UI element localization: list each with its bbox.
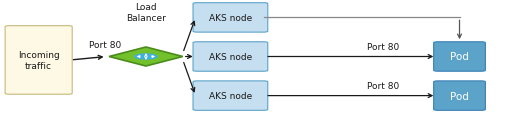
Text: Port 80: Port 80 [367, 43, 399, 52]
Text: Pod: Pod [450, 91, 469, 101]
FancyBboxPatch shape [434, 81, 485, 110]
FancyBboxPatch shape [193, 4, 268, 33]
Text: Port 80: Port 80 [89, 41, 121, 50]
Text: AKS node: AKS node [209, 91, 252, 100]
Polygon shape [109, 48, 183, 66]
FancyBboxPatch shape [193, 81, 268, 110]
Text: Pod: Pod [450, 52, 469, 62]
FancyBboxPatch shape [193, 42, 268, 72]
Text: Incoming
traffic: Incoming traffic [18, 51, 59, 70]
Text: Port 80: Port 80 [367, 82, 399, 91]
Text: AKS node: AKS node [209, 53, 252, 61]
FancyBboxPatch shape [5, 26, 72, 94]
FancyBboxPatch shape [434, 42, 485, 72]
Circle shape [135, 54, 157, 60]
Text: AKS node: AKS node [209, 14, 252, 23]
Text: Load
Balancer: Load Balancer [126, 3, 166, 23]
